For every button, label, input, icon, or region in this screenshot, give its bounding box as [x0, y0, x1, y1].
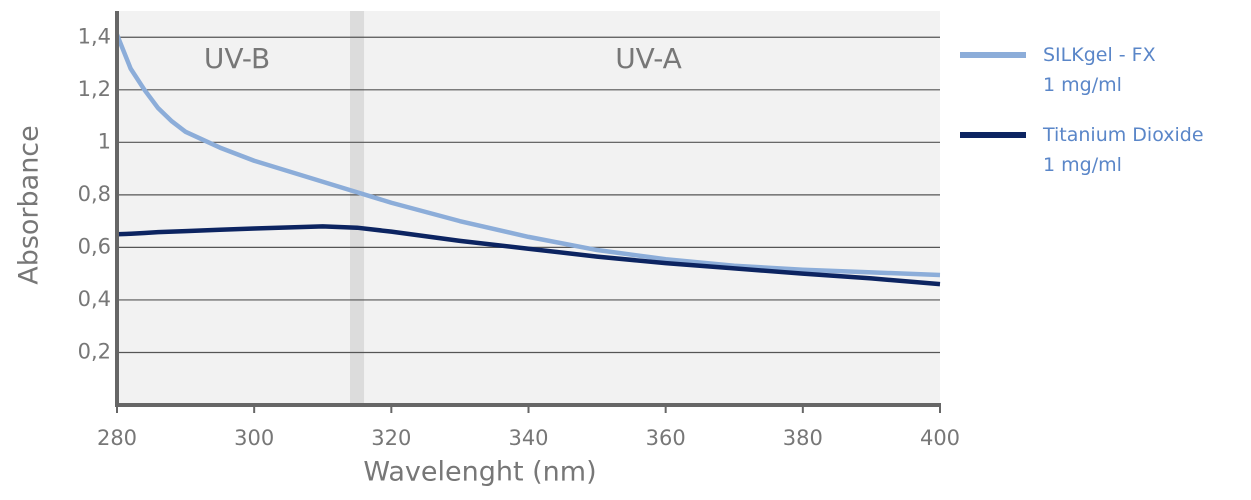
x-tick-label: 400 [920, 426, 960, 450]
x-tick-label: 280 [97, 426, 137, 450]
x-tick-label: 380 [783, 426, 823, 450]
legend-swatch [960, 132, 1026, 138]
band-label: UV-A [615, 42, 682, 75]
series-line [116, 224, 941, 287]
y-axis-label: Absorbance [14, 125, 45, 285]
y-tick-label: 0,6 [78, 234, 111, 258]
legend-item: SILKgel - FX 1 mg/ml [960, 40, 1251, 100]
x-tick-label: 320 [371, 426, 411, 450]
y-tick-label: 0,8 [78, 182, 111, 206]
y-tick-label: 1,4 [78, 24, 111, 48]
x-axis-label: Wavelenght (nm) [363, 457, 596, 488]
band-divider [350, 11, 365, 405]
y-tick-label: 0,4 [78, 287, 111, 311]
plot-background [117, 11, 940, 405]
legend-label: SILKgel - FX 1 mg/ml [1043, 44, 1156, 96]
band-label: UV-B [204, 42, 270, 75]
legend-item: Titanium Dioxide 1 mg/ml [960, 120, 1251, 180]
series-line [114, 33, 941, 278]
legend: SILKgel - FX 1 mg/ml Titanium Dioxide 1 m… [960, 40, 1251, 200]
x-tick-label: 300 [234, 426, 274, 450]
x-tick-label: 360 [646, 426, 686, 450]
y-tick-label: 1 [98, 129, 111, 153]
legend-swatch [960, 52, 1026, 58]
legend-label: Titanium Dioxide 1 mg/ml [1043, 124, 1204, 176]
x-tick-label: 340 [508, 426, 548, 450]
y-tick-label: 1,2 [78, 77, 111, 101]
y-tick-label: 0,2 [78, 339, 111, 363]
